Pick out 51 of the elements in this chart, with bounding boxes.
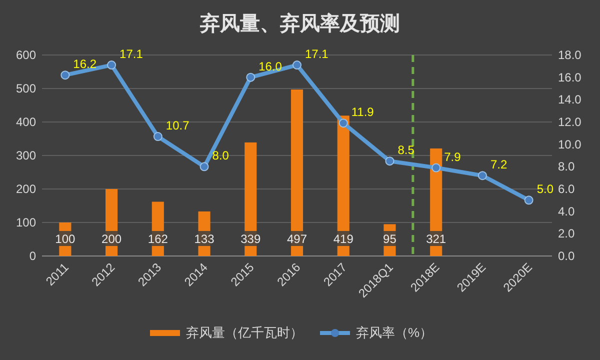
y-tick-label: 300 <box>16 148 36 162</box>
y2-tick-label: 12.0 <box>558 115 582 129</box>
data-label: 8.5 <box>398 143 415 158</box>
y2-tick-label: 8.0 <box>558 160 576 174</box>
y2-tick-label: 18.0 <box>558 48 582 62</box>
data-label: 95 <box>383 232 397 246</box>
data-label: 419 <box>333 232 354 246</box>
y-tick-label: 600 <box>16 48 36 62</box>
data-label: 17.1 <box>305 47 329 62</box>
point <box>246 72 256 82</box>
y2-tick-label: 0.0 <box>558 249 576 263</box>
point <box>292 60 302 70</box>
y-tick-label: 400 <box>16 115 36 129</box>
data-label: 7.2 <box>490 158 508 172</box>
y2-tick-label: 4.0 <box>558 204 576 218</box>
y-tick-label: 200 <box>16 182 36 196</box>
legend-label: 弃风率（%） <box>356 325 433 340</box>
data-label: 200 <box>102 232 122 246</box>
y-tick-label: 0 <box>29 249 36 263</box>
data-label: 100 <box>55 232 76 246</box>
data-label: 5.0 <box>536 182 554 196</box>
y2-tick-label: 6.0 <box>558 182 576 196</box>
data-label: 162 <box>148 232 168 246</box>
point <box>524 196 534 205</box>
data-label: 8.0 <box>212 148 230 163</box>
chart-title: 弃风量、弃风率及预测 <box>199 12 400 35</box>
data-label: 10.7 <box>166 118 190 133</box>
y2-tick-label: 14.0 <box>558 92 582 107</box>
legend-label: 弃风量（亿千瓦时） <box>186 325 303 340</box>
data-label: 11.9 <box>351 105 374 120</box>
data-label: 16.0 <box>258 59 282 74</box>
data-label: 339 <box>240 232 261 246</box>
point <box>153 132 162 142</box>
y-tick-label: 100 <box>16 216 36 230</box>
point <box>200 162 209 172</box>
point <box>338 118 348 128</box>
data-label: 16.2 <box>73 57 97 72</box>
y2-tick-label: 16.0 <box>558 70 582 84</box>
data-label: 133 <box>194 232 215 246</box>
point <box>385 156 394 166</box>
y2-tick-label: 2.0 <box>558 226 576 241</box>
data-label: 17.1 <box>120 47 144 62</box>
point <box>60 70 70 80</box>
point <box>107 60 116 70</box>
point <box>432 163 441 172</box>
point <box>478 171 487 180</box>
y-tick-label: 500 <box>16 82 36 96</box>
data-label: 7.9 <box>444 150 462 164</box>
data-label: 497 <box>286 232 308 246</box>
y2-tick-label: 10.0 <box>558 137 582 152</box>
data-label: 321 <box>426 232 446 246</box>
